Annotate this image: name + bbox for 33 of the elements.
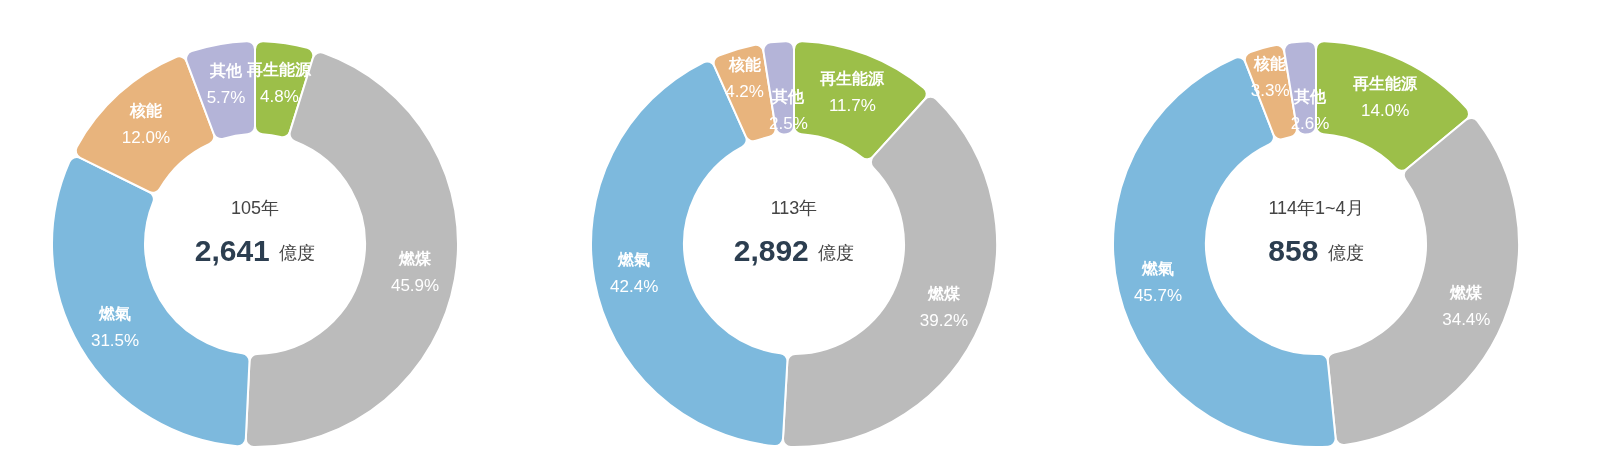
data-label: 45.7% <box>1133 285 1183 305</box>
data-label: 34.4% <box>1442 309 1491 329</box>
data-label: 31.5% <box>90 330 140 350</box>
text: 億度 <box>818 243 855 263</box>
slice-label: 燃煤 <box>398 250 433 268</box>
text: 114年1~4月 <box>1268 198 1364 218</box>
slice-label: 再生能源 <box>819 70 886 88</box>
data-label: 4.8% <box>260 87 299 107</box>
text: 億度 <box>1327 243 1364 263</box>
slice-label: 核能 <box>727 55 761 73</box>
text: 113年 <box>770 198 818 218</box>
slice-label: 燃煤 <box>1449 283 1484 301</box>
slice-label: 燃氣 <box>98 304 132 322</box>
data-label: 4.2% <box>725 81 764 101</box>
data-label: 12.0% <box>121 127 171 147</box>
text: 858 <box>1268 234 1319 267</box>
slice-label: 其他 <box>209 62 244 80</box>
text: 2,641 <box>194 234 270 267</box>
data-label: 5.7% <box>206 88 246 108</box>
data-label: 14.0% <box>1361 100 1410 120</box>
slice-label: 燃煤 <box>926 284 961 302</box>
slice-label: 燃氣 <box>1140 259 1174 277</box>
text: 2,892 <box>733 234 809 267</box>
slice-label: 再生能源 <box>1352 74 1419 92</box>
data-label: 11.7% <box>828 96 876 116</box>
slice-label: 燃氣 <box>617 251 651 269</box>
data-label: 39.2% <box>919 310 969 330</box>
slice-label: 核能 <box>1253 54 1287 72</box>
data-label: 45.9% <box>390 276 440 296</box>
text: 105年 <box>230 198 280 218</box>
text: 億度 <box>279 243 316 263</box>
slice-label: 核能 <box>128 101 162 119</box>
data-label: 42.4% <box>610 277 659 297</box>
